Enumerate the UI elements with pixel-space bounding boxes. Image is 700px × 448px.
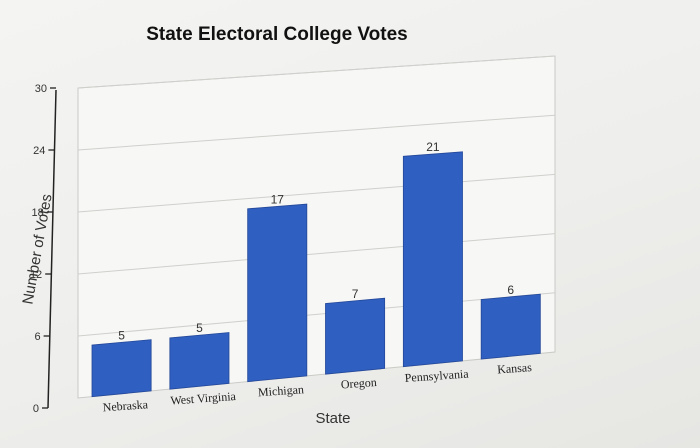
bar bbox=[480, 293, 541, 360]
bar bbox=[325, 297, 386, 375]
bar bbox=[169, 332, 230, 390]
x-axis-title: State bbox=[315, 410, 350, 427]
labels: 5 Nebraska 5 West Virginia 17 Michigan 7 Oregon… bbox=[102, 140, 532, 414]
gridline bbox=[77, 114, 556, 151]
x-tick-label: Michigan bbox=[258, 382, 305, 399]
gridline bbox=[77, 55, 556, 89]
data-label: 5 bbox=[118, 328, 125, 342]
chart-title: State Electoral College Votes bbox=[146, 24, 408, 45]
x-tick-label: Kansas bbox=[497, 360, 533, 376]
gridline bbox=[77, 233, 556, 275]
bar bbox=[247, 203, 308, 383]
y-tick-label: 24 bbox=[33, 145, 45, 157]
data-label: 7 bbox=[352, 287, 359, 301]
x-tick-label: Pennsylvania bbox=[404, 367, 469, 385]
data-label: 21 bbox=[426, 140, 440, 154]
data-label: 5 bbox=[196, 321, 203, 335]
y-tick-label: 6 bbox=[34, 331, 40, 343]
y-tick-label: 0 bbox=[33, 403, 39, 415]
gridline bbox=[77, 173, 556, 213]
bars bbox=[91, 151, 541, 398]
y-axis-title: Number of Votes bbox=[19, 193, 55, 306]
gridlines bbox=[77, 55, 556, 337]
y-tick-label: 30 bbox=[35, 83, 47, 95]
y-tick-label: 12 bbox=[30, 269, 42, 281]
y-axis: 0 6 12 18 24 30 bbox=[30, 83, 57, 415]
bar bbox=[402, 151, 463, 368]
data-label: 17 bbox=[271, 192, 285, 206]
y-tick-label: 18 bbox=[32, 207, 44, 219]
bar bbox=[91, 339, 152, 398]
data-label: 6 bbox=[507, 283, 514, 297]
x-tick-label: Oregon bbox=[340, 375, 377, 391]
gridline bbox=[77, 292, 556, 337]
x-tick-label: West Virginia bbox=[170, 389, 237, 408]
y-axis-line bbox=[47, 89, 57, 409]
x-tick-label: Nebraska bbox=[102, 397, 149, 414]
